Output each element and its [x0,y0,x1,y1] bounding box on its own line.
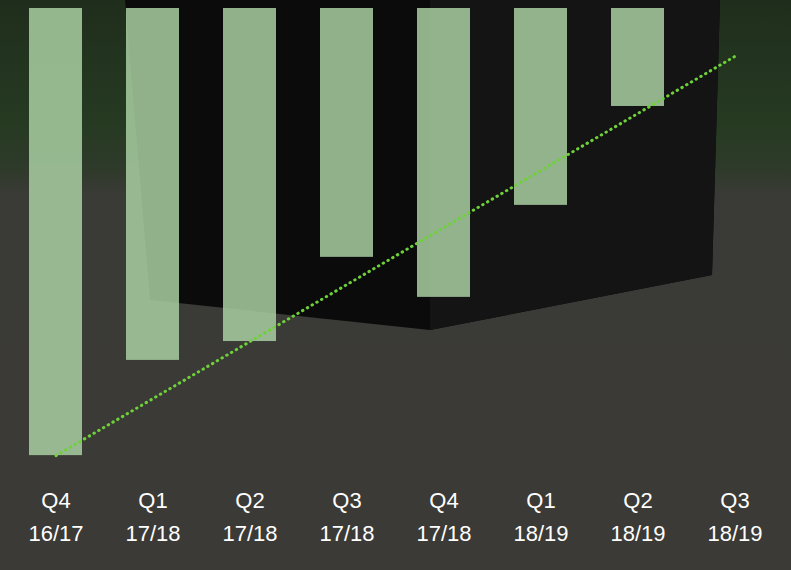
svg-text:Q217/18: Q217/18 [222,488,277,546]
svg-text:Q117/18: Q117/18 [125,488,180,546]
svg-text:Q317/18: Q317/18 [319,488,374,546]
svg-text:Q318/19: Q318/19 [707,488,762,546]
svg-text:Q417/18: Q417/18 [416,488,471,546]
svg-text:Q218/19: Q218/19 [610,488,665,546]
svg-text:Q118/19: Q118/19 [513,488,568,546]
svg-text:Q416/17: Q416/17 [28,488,83,546]
